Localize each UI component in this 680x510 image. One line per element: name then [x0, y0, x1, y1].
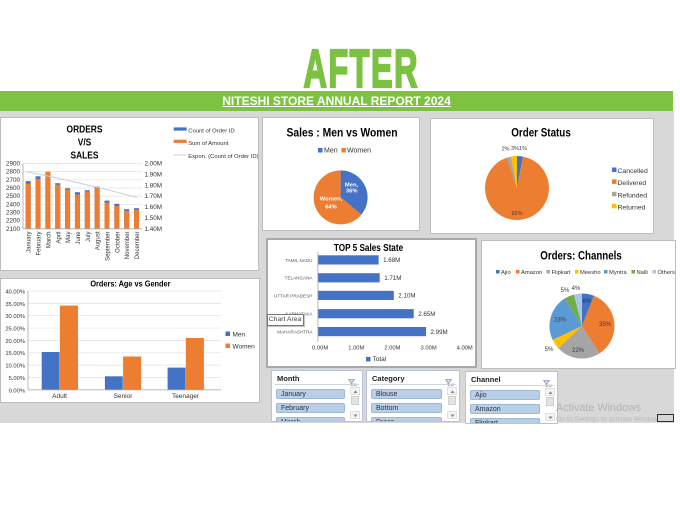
- svg-text:35.00%: 35.00%: [5, 302, 25, 308]
- svg-text:Sum of Amount: Sum of Amount: [188, 141, 229, 147]
- svg-text:5%: 5%: [545, 347, 554, 353]
- svg-text:Order Status: Order Status: [511, 127, 571, 140]
- svg-text:Ajio: Ajio: [501, 270, 511, 276]
- svg-text:2900: 2900: [6, 161, 21, 168]
- svg-text:2600: 2600: [6, 185, 21, 192]
- svg-text:TAMIL NADU: TAMIL NADU: [285, 258, 312, 263]
- svg-text:Men: Men: [324, 148, 338, 155]
- svg-text:2.99M: 2.99M: [431, 329, 448, 336]
- svg-text:Orders: Age vs Gender: Orders: Age vs Gender: [90, 279, 170, 288]
- svg-text:2500: 2500: [6, 193, 21, 200]
- svg-text:1.60M: 1.60M: [145, 204, 163, 211]
- svg-text:3%1%: 3%1%: [511, 146, 527, 152]
- svg-text:2100: 2100: [6, 226, 21, 233]
- svg-text:2.10M: 2.10M: [398, 293, 415, 300]
- svg-text:2.00M: 2.00M: [384, 346, 400, 352]
- svg-text:Orders: Channels: Orders: Channels: [540, 250, 621, 263]
- svg-text:October: October: [115, 231, 121, 252]
- svg-text:1.50M: 1.50M: [145, 215, 163, 222]
- svg-text:MAHARASHTRA: MAHARASHTRA: [277, 330, 313, 335]
- svg-text:25.00%: 25.00%: [5, 327, 25, 333]
- svg-text:23%: 23%: [554, 318, 567, 324]
- svg-text:0.00M: 0.00M: [312, 346, 328, 352]
- svg-text:1.80M: 1.80M: [145, 182, 163, 189]
- svg-text:4%: 4%: [572, 286, 581, 292]
- svg-text:1.71M: 1.71M: [384, 275, 401, 282]
- svg-text:ORDERS: ORDERS: [67, 124, 103, 136]
- svg-text:2.00M: 2.00M: [145, 161, 163, 168]
- svg-text:35%: 35%: [599, 322, 612, 328]
- svg-text:40.00%: 40.00%: [5, 290, 25, 296]
- svg-text:TELANGANA: TELANGANA: [285, 276, 314, 281]
- svg-text:Refunded: Refunded: [618, 192, 648, 199]
- svg-text:Senior: Senior: [114, 393, 134, 400]
- svg-text:3.00M: 3.00M: [421, 346, 437, 352]
- svg-text:Men: Men: [233, 332, 246, 339]
- svg-text:Cancelled: Cancelled: [618, 168, 648, 175]
- svg-text:30.00%: 30.00%: [5, 314, 25, 320]
- svg-text:May: May: [66, 232, 72, 243]
- svg-text:Women: Women: [347, 148, 371, 155]
- svg-text:64%: 64%: [325, 204, 337, 210]
- svg-text:22%: 22%: [572, 348, 585, 354]
- svg-text:5%: 5%: [561, 288, 570, 294]
- svg-text:V/S: V/S: [78, 137, 92, 149]
- svg-text:February: February: [37, 232, 43, 256]
- svg-text:Meesho: Meesho: [580, 270, 601, 276]
- svg-text:SALES: SALES: [71, 150, 99, 162]
- svg-text:20.00%: 20.00%: [5, 339, 25, 345]
- svg-text:15.00%: 15.00%: [5, 351, 25, 357]
- svg-text:September: September: [106, 232, 112, 261]
- svg-text:2%: 2%: [502, 147, 510, 153]
- svg-text:1.90M: 1.90M: [145, 171, 163, 178]
- svg-text:Adult: Adult: [52, 393, 67, 400]
- svg-text:4.00M: 4.00M: [457, 346, 473, 352]
- svg-text:2700: 2700: [6, 177, 21, 184]
- svg-text:Sales : Men vs Women: Sales : Men vs Women: [286, 127, 397, 140]
- svg-text:2300: 2300: [6, 210, 21, 217]
- svg-text:Nalli: Nalli: [637, 270, 648, 276]
- svg-text:Total: Total: [373, 356, 387, 363]
- svg-text:5.00%: 5.00%: [9, 376, 25, 382]
- svg-text:December: December: [135, 232, 141, 260]
- svg-text:1.70M: 1.70M: [145, 193, 163, 200]
- svg-text:36%: 36%: [346, 189, 358, 195]
- svg-text:TOP 5 Sales State: TOP 5 Sales State: [334, 241, 403, 253]
- svg-text:Women,: Women,: [320, 196, 343, 202]
- svg-text:April: April: [56, 232, 62, 244]
- svg-text:November: November: [125, 232, 131, 260]
- svg-text:2400: 2400: [6, 201, 21, 208]
- svg-text:January: January: [27, 232, 33, 253]
- svg-text:Returned: Returned: [618, 204, 646, 211]
- svg-text:Women: Women: [233, 344, 256, 351]
- svg-text:March: March: [46, 232, 52, 249]
- svg-text:Count of Order ID: Count of Order ID: [188, 129, 235, 135]
- svg-text:July: July: [86, 232, 92, 243]
- svg-text:92%: 92%: [511, 211, 522, 217]
- svg-text:Expon. (Count of Order ID): Expon. (Count of Order ID): [188, 154, 258, 160]
- svg-text:1.68M: 1.68M: [383, 257, 400, 264]
- svg-text:August: August: [96, 231, 102, 250]
- svg-text:6%: 6%: [583, 299, 592, 305]
- svg-text:1.00M: 1.00M: [348, 346, 364, 352]
- svg-text:June: June: [76, 231, 82, 245]
- svg-text:Amazon: Amazon: [521, 270, 542, 276]
- svg-text:Men,: Men,: [345, 183, 359, 189]
- svg-text:Delivered: Delivered: [618, 180, 647, 187]
- svg-text:Flipkart: Flipkart: [552, 270, 571, 276]
- svg-text:0.00%: 0.00%: [9, 388, 25, 394]
- svg-text:2800: 2800: [6, 169, 21, 176]
- svg-text:Teenager: Teenager: [172, 393, 200, 400]
- svg-text:2200: 2200: [6, 218, 21, 225]
- svg-text:1.40M: 1.40M: [145, 226, 163, 233]
- svg-text:UTTAR PRADESH: UTTAR PRADESH: [274, 293, 312, 298]
- svg-text:10.00%: 10.00%: [5, 364, 25, 370]
- svg-text:Myntra: Myntra: [609, 270, 627, 276]
- svg-text:2.65M: 2.65M: [418, 311, 435, 318]
- svg-text:Others: Others: [658, 270, 675, 276]
